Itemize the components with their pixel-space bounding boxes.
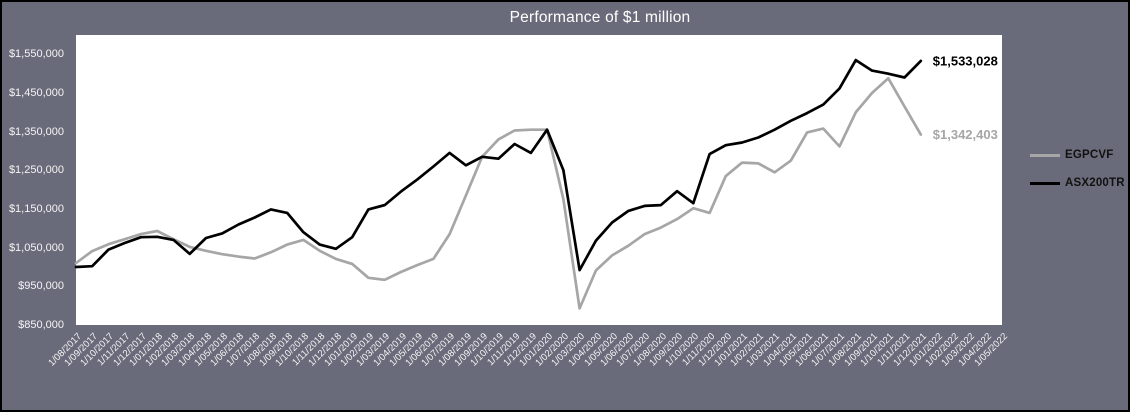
y-tick-label: $1,550,000 xyxy=(8,48,64,61)
legend-item-egpcvf: EGPCVF xyxy=(1030,149,1125,161)
y-tick-label: $1,350,000 xyxy=(8,125,64,138)
legend-swatch-asx200tr xyxy=(1030,181,1060,185)
end-annotation-egpcvf: $1,342,403 xyxy=(933,127,998,142)
y-tick-label: $950,000 xyxy=(18,280,64,293)
legend-label-egpcvf: EGPCVF xyxy=(1065,149,1114,161)
plot-background xyxy=(76,35,1002,325)
legend-label-asx200tr: ASX200TR xyxy=(1065,177,1125,189)
legend-swatch-egpcvf xyxy=(1030,153,1060,157)
end-annotation-asx200tr: $1,533,028 xyxy=(933,53,998,68)
series-line-asx200tr xyxy=(74,58,923,272)
y-tick-label: $1,150,000 xyxy=(8,203,64,215)
y-tick-label: $1,050,000 xyxy=(8,241,64,254)
legend: EGPCVF ASX200TR xyxy=(1030,149,1125,205)
y-tick-label: $1,250,000 xyxy=(8,164,64,177)
y-tick-label: $1,450,000 xyxy=(8,87,64,99)
y-tick-label: $850,000 xyxy=(18,319,64,331)
chart-title: Performance of $1 million xyxy=(509,9,691,26)
series-line-egpcvf xyxy=(74,76,923,310)
legend-item-asx200tr: ASX200TR xyxy=(1030,177,1125,189)
